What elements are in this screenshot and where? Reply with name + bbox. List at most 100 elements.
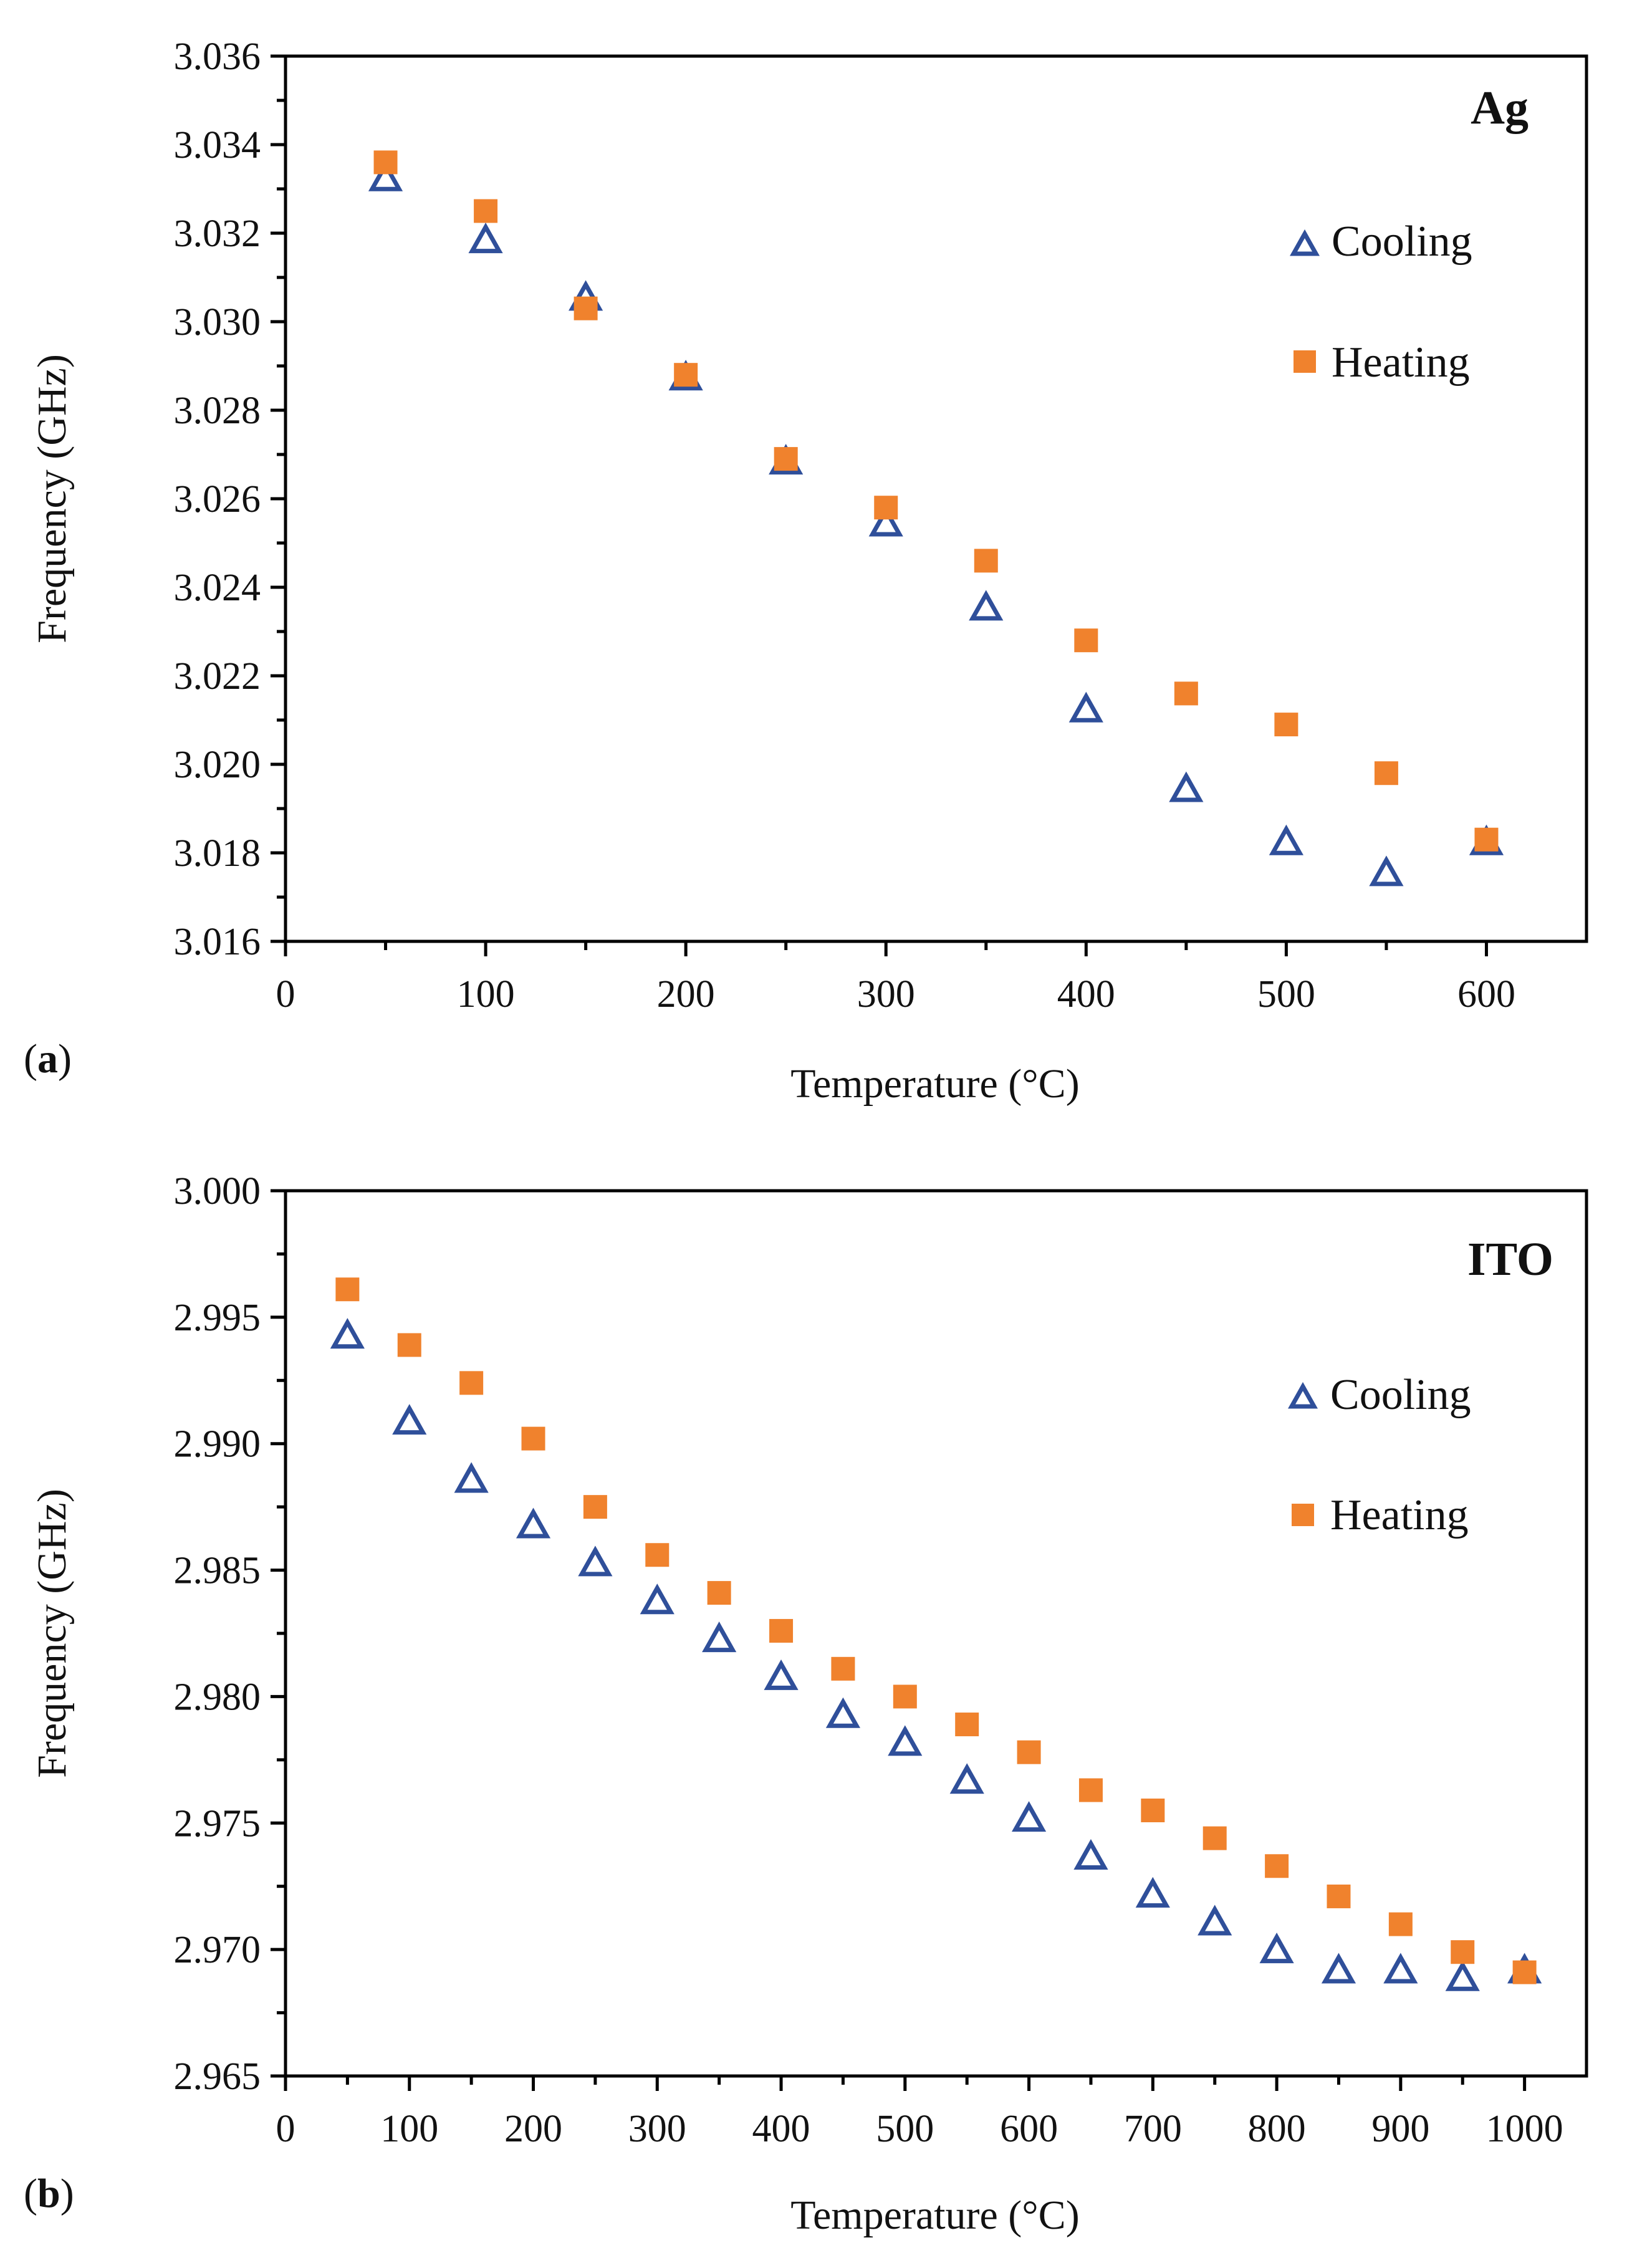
cooling-point [368,160,403,191]
cooling-point [516,1507,551,1539]
x-tick-label: 900 [1371,2108,1429,2150]
cooling-point [454,1462,489,1493]
x-axis-title: Temperature (°C) [790,1061,1079,1107]
legend-label-cooling: Cooling [1330,1371,1471,1419]
x-tick-label: 200 [504,2108,562,2150]
panel-letter: a [37,1036,58,1082]
x-tick-label: 100 [380,2108,438,2150]
x-tick-label: 700 [1124,2108,1182,2150]
y-tick-label: 2.975 [174,1802,261,1845]
heating-point [1265,1854,1289,1878]
cooling-point [969,590,1004,621]
heating-point [1327,1884,1351,1908]
heating-point [1451,1940,1475,1964]
cooling-point [764,1659,799,1690]
heating-point [1078,1778,1103,1802]
y-tick-label: 3.030 [174,301,261,344]
y-tick-label: 3.016 [174,921,261,963]
y-tick-label: 3.036 [174,36,261,78]
x-axis-ticks: 0 100 200 300 400 500 600 [276,941,1515,1016]
chart-panel-a: 3.016 3.018 3.020 3.022 3.024 3.026 3.028 3.030… [24,36,1588,1107]
cooling-point [1445,1960,1480,1991]
legend-marker-cooling [1290,229,1320,256]
x-axis-ticks: 0 100 200 300 400 500 600 700 800 900 1000 [276,2076,1563,2150]
y-tick-label: 2.980 [174,1676,261,1718]
cooling-point [888,1725,923,1756]
cooling-point [1135,1876,1170,1908]
heating-point [874,496,898,520]
y-tick-label: 3.024 [174,567,261,609]
y-axis-title: Frequency (GHz) [29,354,75,643]
heating-point [674,363,698,387]
heating-point [574,296,598,320]
heating-point [707,1581,731,1605]
y-tick-label: 2.995 [174,1297,261,1339]
legend-marker-heating [1292,1504,1314,1526]
heating-point [1141,1799,1165,1822]
x-axis-title: Temperature (°C) [790,2193,1079,2238]
cooling-point [702,1622,737,1653]
cooling-point [1073,1838,1108,1870]
y-tick-label: 3.018 [174,832,261,875]
heating-point [831,1656,855,1681]
cooling-point [578,1545,613,1577]
heating-point [645,1543,670,1567]
heating-point [1174,681,1198,706]
legend-marker-heating [1294,350,1316,373]
x-tick-label: 300 [628,2108,686,2150]
legend-label-heating: Heating [1330,1491,1469,1539]
cooling-point [1198,1905,1232,1936]
x-tick-label: 800 [1248,2108,1306,2150]
x-tick-label: 400 [752,2108,810,2150]
cooling-point [392,1404,427,1435]
y-axis-ticks: 2.965 2.970 2.975 2.980 2.985 2.990 2.995 3.000 [174,1170,286,2098]
x-tick-label: 0 [276,973,295,1016]
heating-point [1374,761,1398,786]
legend-label-cooling: Cooling [1332,218,1472,266]
y-tick-label: 2.985 [174,1550,261,1592]
heating-point [974,549,998,573]
cooling-point [1011,1801,1047,1832]
y-axis-ticks: 3.016 3.018 3.020 3.022 3.024 3.026 3.028 3.030… [174,36,286,963]
cooling-point [868,506,903,537]
y-tick-label: 3.032 [174,213,261,255]
y-tick-label: 3.028 [174,390,261,432]
y-tick-label: 3.022 [174,655,261,698]
heating-point [1074,628,1098,653]
heating-point [1474,827,1499,852]
x-tick-label: 400 [1057,973,1115,1016]
x-tick-label: 200 [657,973,715,1016]
data-points [330,1277,1542,1991]
x-tick-label: 500 [1257,973,1315,1016]
chart-title: Ag [1471,82,1529,134]
heating-point [335,1277,360,1302]
heating-point [397,1333,421,1357]
cooling-point [1321,1953,1356,1984]
legend: Cooling Heating [1290,218,1472,387]
heating-point [1274,713,1298,737]
heating-point [769,1618,794,1643]
legend-label-heating: Heating [1332,339,1470,387]
cooling-point [1383,1953,1418,1984]
x-tick-label: 500 [876,2108,934,2150]
cooling-point [640,1583,674,1615]
x-tick-label: 0 [276,2108,295,2150]
heating-point [373,150,398,175]
heating-point [1388,1912,1413,1936]
heating-point [1017,1740,1041,1764]
y-tick-label: 2.970 [174,1929,261,1971]
y-tick-label: 2.990 [174,1423,261,1466]
x-tick-label: 600 [1000,2108,1058,2150]
cooling-point [1269,824,1303,855]
cooling-point [949,1763,984,1794]
x-tick-label: 600 [1457,973,1515,1016]
panel-letter: b [37,2171,60,2216]
cooling-point [1068,691,1103,723]
plot-area-border [284,54,1588,943]
cooling-point [825,1697,861,1728]
legend: Cooling Heating [1288,1371,1471,1539]
cooling-point [468,223,503,254]
y-tick-label: 3.020 [174,744,261,786]
heating-point [474,199,498,223]
